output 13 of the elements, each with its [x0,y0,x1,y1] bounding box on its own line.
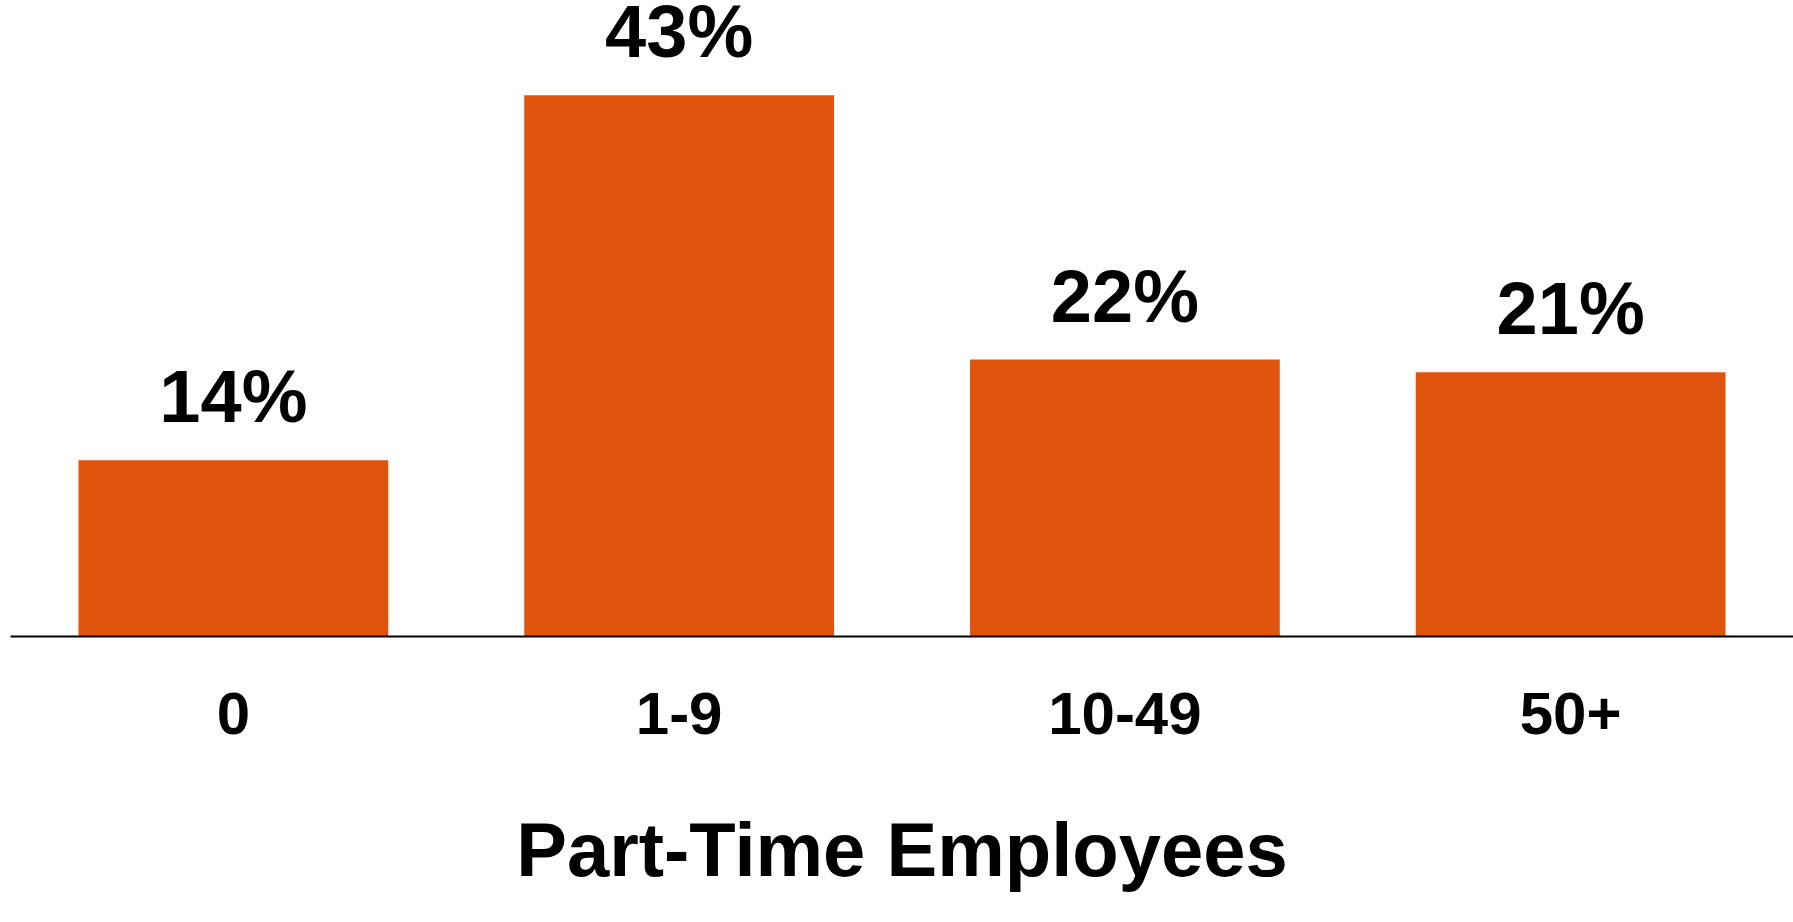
x-tick-label: 10-49 [1048,679,1202,747]
bar [78,460,389,637]
bar [1415,372,1726,637]
data-label: 14% [159,355,308,439]
x-axis-title: Part-Time Employees [516,806,1288,892]
x-tick-label: 0 [216,679,251,747]
data-label: 22% [1050,254,1199,338]
data-label: 43% [605,0,754,74]
bar [969,359,1280,637]
bar [524,95,835,637]
x-tick-label: 1-9 [635,679,723,747]
data-label: 21% [1496,267,1645,351]
x-tick-label: 50+ [1519,679,1622,747]
